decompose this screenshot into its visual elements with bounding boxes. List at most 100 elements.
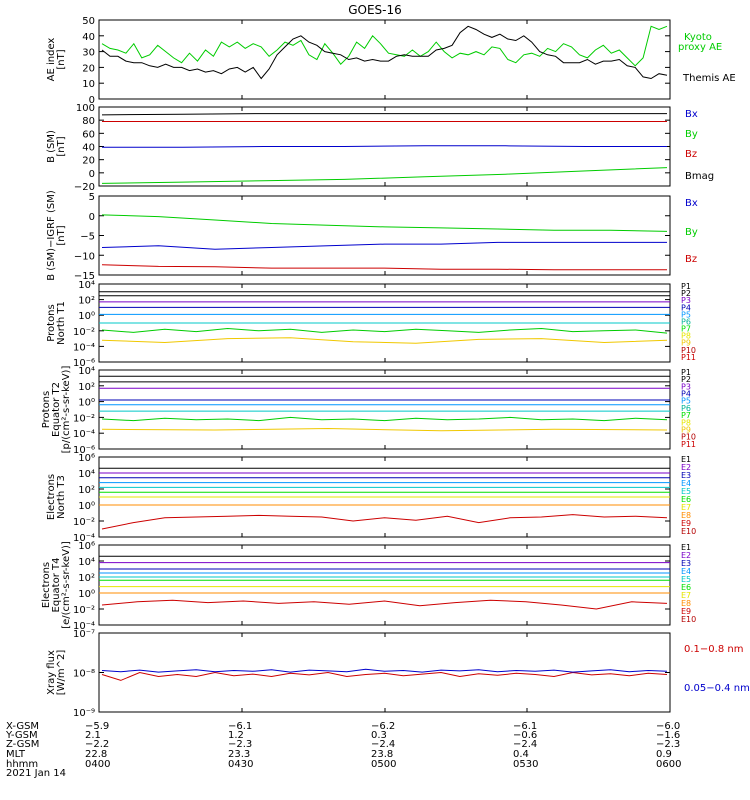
series-kyoto-proxy-ae [101,25,668,67]
y-axis-label: Xray flux[W/m^2] [46,650,67,696]
panel-db: 5 0 −5 −10 −15 B (SM)−IGRF (SM)[nT] Bx By Bz [46,190,698,282]
legend-item: P3 [681,296,691,305]
legend-item: E1 [681,543,691,552]
legend-item: P11 [681,440,696,449]
series-p7 [101,327,668,334]
legend-item: E8 [681,599,691,608]
y-tick-label: −10 [74,251,95,262]
y-axis-label: B (SM)−IGRF (SM)[nT] [46,190,67,281]
legend-item: E3 [681,559,691,568]
series-0-1-0-8-nm [101,671,668,681]
y-tick-label: 10⁻⁴ [73,429,95,440]
y-tick-label: 20 [82,156,95,167]
y-tick-label: 40 [82,143,95,154]
footer-row-label: hhmm [6,759,38,770]
legend-item: P7 [681,325,691,334]
legend-item: Bx [685,109,698,120]
y-tick-label: 10² [78,573,95,584]
legend-item: E2 [681,463,691,472]
panel-frame [98,544,671,626]
y-tick-label: 5 [89,192,95,203]
y-tick-label: 10² [78,485,95,496]
legend-item: P8 [681,418,691,427]
y-tick-label: 10⁰ [78,311,95,322]
legend-item: P10 [681,346,696,355]
legend-item: P10 [681,433,696,442]
panel-pt1: 10⁴ 10² 10⁰ 10⁻² 10⁻⁴ 10⁻⁶ ProtonsNorth T1 P1P2… [46,280,696,369]
y-tick-label: −5 [80,232,95,243]
legend-item: E5 [681,575,691,584]
legend-item: E10 [681,615,696,624]
legend-item: E1 [681,455,691,464]
y-tick-label: −15 [74,271,95,282]
y-axis-label: ElectronsEquator T4[e/(cm²-s-sr-keV)] [41,541,72,629]
footer-value: 0500 [371,759,396,770]
y-tick-label: 10⁰ [78,501,95,512]
panel-frame [98,632,671,713]
footer-value: 0530 [513,759,538,770]
legend-item: P2 [681,289,691,298]
y-tick-label: 0 [89,169,95,180]
y-tick-label: 10⁶ [78,541,95,552]
y-tick-label: 50 [82,16,95,27]
legend-item: Kyoto [684,32,712,43]
y-axis-label: ProtonsEquator T2[p/(cm²-s-sr-keV)] [41,366,72,454]
series-bx [102,145,667,148]
y-tick-label: 10⁻⁹ [73,708,95,719]
legend-item: Bx [685,198,698,209]
footer-value: −2.2 [85,739,109,750]
legend-item: proxy AE [678,42,722,53]
footer-value: −2.3 [228,739,252,750]
y-tick-label: 10⁻⁴ [73,621,95,632]
footer-row-label: MLT [6,749,26,760]
footer-value: 0430 [228,759,253,770]
y-tick-label: 10⁰ [78,589,95,600]
y-tick-label: 100 [76,103,95,114]
series-by [101,214,668,232]
footer-row-label: Z-GSM [6,739,39,750]
legend-item: Bz [685,149,697,160]
footer-row-label: Y-GSM [5,730,38,741]
legend-item: P1 [681,282,691,291]
legend-item: P11 [681,353,696,362]
legend-item: E6 [681,495,691,504]
legend-item: P9 [681,339,691,348]
y-tick-label: 10⁻⁸ [73,669,95,680]
footer-value: −0.6 [513,730,537,741]
y-tick-label: 10² [78,382,95,393]
footer-value: 23.8 [371,749,393,760]
footer-value: −6.1 [513,721,537,732]
legend-item: P8 [681,332,691,341]
y-tick-label: 10⁻⁴ [73,533,95,544]
legend-item: 0.05−0.4 nm [684,683,750,694]
legend: Bx By Bz [685,198,698,265]
footer-row-label: X-GSM [6,721,39,732]
legend-item: P2 [681,375,691,384]
legend-item: Bz [685,254,697,265]
legend-item: P4 [681,390,691,399]
y-tick-label: 10⁴ [78,469,95,480]
y-tick-label: 10⁰ [78,398,95,409]
y-tick-label: 40 [82,32,95,43]
legend-item: E5 [681,487,691,496]
y-tick-label: 30 [82,48,95,59]
legend-item: E10 [681,527,696,536]
legend-item: Bmag [685,171,714,182]
series-by [101,167,668,184]
y-tick-label: −20 [74,182,95,193]
legend-item: P7 [681,411,691,420]
series-e9 [101,599,668,610]
series-p9 [101,337,668,344]
legend-item: E7 [681,591,691,600]
series-0-05-0-4-nm [101,668,668,673]
series-themis-ae [101,25,668,80]
legend: 0.1−0.8 nm 0.05−0.4 nm [684,644,750,694]
